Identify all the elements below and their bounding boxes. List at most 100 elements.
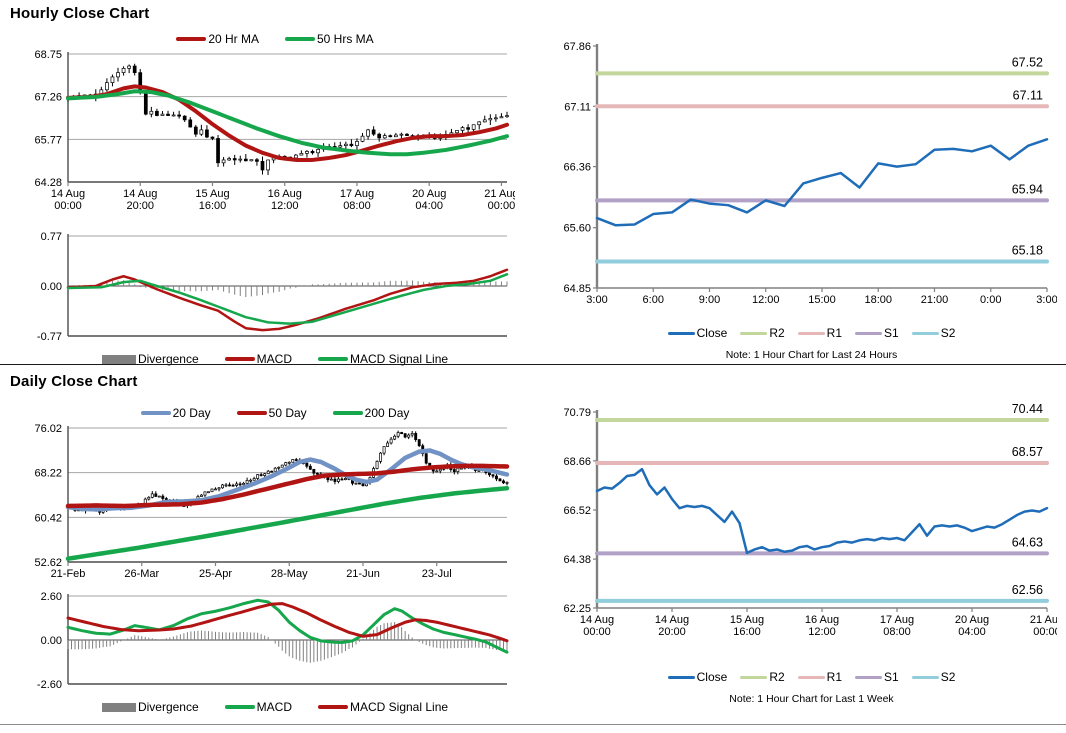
svg-text:12:00: 12:00 bbox=[271, 200, 299, 212]
svg-text:21 Aug: 21 Aug bbox=[484, 188, 515, 200]
line-swatch bbox=[911, 331, 939, 335]
svg-text:66.52: 66.52 bbox=[563, 505, 591, 517]
daily-macd-chart: 2.60 0.00 -2.60 Divergence MACD MACD Signal … bbox=[10, 590, 515, 716]
legend-item-macd-signal-line: MACD Signal Line bbox=[318, 352, 448, 366]
legend-item-50-day: 50 Day bbox=[236, 406, 307, 420]
svg-text:21-Jun: 21-Jun bbox=[346, 568, 380, 580]
svg-text:08:00: 08:00 bbox=[343, 200, 371, 212]
hourly-pivot-note: Note: 1 Hour Chart for Last 24 Hours bbox=[725, 349, 898, 361]
svg-text:15 Aug: 15 Aug bbox=[730, 614, 764, 626]
svg-text:04:00: 04:00 bbox=[958, 626, 986, 638]
svg-text:65.77: 65.77 bbox=[34, 134, 62, 146]
legend-label: R2 bbox=[769, 326, 785, 340]
svg-text:15 Aug: 15 Aug bbox=[195, 188, 229, 200]
legend-label: 50 Hrs MA bbox=[317, 32, 374, 46]
svg-text:14 Aug: 14 Aug bbox=[655, 614, 689, 626]
svg-text:66.36: 66.36 bbox=[563, 162, 591, 174]
svg-text:23-Jul: 23-Jul bbox=[422, 568, 452, 580]
svg-text:65.18: 65.18 bbox=[1012, 243, 1043, 257]
svg-text:0.00: 0.00 bbox=[41, 281, 62, 293]
legend-label: S1 bbox=[884, 326, 899, 340]
legend-label: S2 bbox=[940, 670, 956, 684]
legend-label: 50 Day bbox=[268, 406, 307, 420]
svg-text:2.60: 2.60 bbox=[41, 591, 62, 603]
svg-text:12:00: 12:00 bbox=[808, 626, 836, 638]
hourly-macd-chart: 0.77 0.00 -0.77 Divergence MACD MACD Signal … bbox=[10, 230, 515, 368]
svg-text:0.77: 0.77 bbox=[41, 231, 62, 243]
legend-label: Divergence bbox=[137, 352, 199, 366]
section-divider bbox=[0, 364, 1066, 365]
svg-text:16 Aug: 16 Aug bbox=[268, 188, 302, 200]
svg-text:20 Aug: 20 Aug bbox=[955, 614, 989, 626]
svg-text:15:00: 15:00 bbox=[808, 294, 836, 306]
svg-text:17 Aug: 17 Aug bbox=[880, 614, 914, 626]
svg-text:76.02: 76.02 bbox=[34, 423, 62, 435]
legend-item-r1: R1 bbox=[797, 326, 842, 340]
svg-text:64.85: 64.85 bbox=[563, 283, 591, 295]
svg-text:62.56: 62.56 bbox=[1012, 583, 1043, 597]
close-line bbox=[595, 138, 1049, 227]
line-swatch bbox=[740, 675, 768, 679]
legend-item-close: Close bbox=[667, 326, 727, 340]
svg-text:3:00: 3:00 bbox=[586, 294, 607, 306]
svg-text:60.42: 60.42 bbox=[34, 512, 62, 524]
svg-text:00:00: 00:00 bbox=[583, 626, 611, 638]
legend-label: R1 bbox=[826, 670, 842, 684]
daily-pivot-chart: 70.79 68.66 66.52 64.38 62.25 14 Aug 00:00 14 A… bbox=[545, 402, 1057, 705]
line-swatch bbox=[318, 357, 348, 361]
bar-swatch bbox=[101, 354, 136, 364]
svg-text:0:00: 0:00 bbox=[980, 294, 1001, 306]
daily-pivot-legend: Close R2 R1 S1 S2 bbox=[545, 668, 1057, 686]
daily-pivot-note: Note: 1 Hour Chart for Last 1 Week bbox=[729, 693, 894, 705]
svg-text:21:00: 21:00 bbox=[921, 294, 949, 306]
line-swatch bbox=[855, 675, 882, 679]
legend-label: MACD Signal Line bbox=[350, 700, 449, 714]
legend-label: S2 bbox=[940, 326, 956, 340]
svg-text:00:00: 00:00 bbox=[54, 200, 82, 212]
svg-text:-2.60: -2.60 bbox=[37, 679, 62, 690]
ma-line-20-day bbox=[65, 448, 510, 512]
svg-text:18:00: 18:00 bbox=[864, 294, 892, 306]
line-swatch bbox=[140, 411, 171, 415]
line-swatch bbox=[797, 331, 825, 335]
legend-label: 200 Day bbox=[364, 406, 410, 420]
svg-text:67.11: 67.11 bbox=[564, 101, 591, 113]
svg-text:14 Aug: 14 Aug bbox=[123, 188, 157, 200]
hourly-price-legend: 20 Hr MA 50 Hrs MA bbox=[10, 30, 515, 48]
daily-price-legend: 20 Day 50 Day 200 Day bbox=[10, 404, 515, 422]
line-swatch bbox=[236, 411, 267, 415]
svg-text:16:00: 16:00 bbox=[733, 626, 761, 638]
svg-text:14 Aug: 14 Aug bbox=[51, 188, 85, 200]
daily-price-chart: 20 Day 50 Day 200 Day 76.02 68.22 60.42 52.62… bbox=[10, 404, 515, 588]
daily-macd-plot: 2.60 0.00 -2.60 bbox=[37, 591, 509, 690]
svg-text:70.79: 70.79 bbox=[563, 407, 591, 419]
legend-label: MACD Signal Line bbox=[350, 352, 449, 366]
legend-label: R2 bbox=[769, 670, 785, 684]
legend-label: R1 bbox=[826, 326, 842, 340]
ma-line-20-hr-ma bbox=[66, 84, 509, 162]
svg-text:6:00: 6:00 bbox=[643, 294, 664, 306]
svg-text:16 Aug: 16 Aug bbox=[805, 614, 839, 626]
page-bottom-rule bbox=[0, 724, 1066, 725]
legend-label: 20 Day bbox=[172, 406, 211, 420]
line-swatch bbox=[667, 331, 695, 335]
svg-text:65.60: 65.60 bbox=[563, 223, 591, 235]
svg-text:14 Aug: 14 Aug bbox=[580, 614, 614, 626]
svg-text:65.94: 65.94 bbox=[1012, 182, 1043, 196]
line-swatch bbox=[224, 357, 255, 361]
svg-text:52.62: 52.62 bbox=[34, 557, 62, 569]
svg-text:20 Aug: 20 Aug bbox=[412, 188, 446, 200]
line-swatch bbox=[224, 705, 255, 709]
svg-text:67.52: 67.52 bbox=[1012, 55, 1043, 69]
legend-label: S1 bbox=[884, 670, 899, 684]
legend-label: 20 Hr MA bbox=[208, 32, 259, 46]
svg-text:64.28: 64.28 bbox=[34, 177, 62, 189]
line-swatch bbox=[318, 705, 348, 709]
svg-text:21-Feb: 21-Feb bbox=[51, 568, 86, 580]
macd-signal-line bbox=[66, 602, 509, 643]
legend-item-macd-signal-line: MACD Signal Line bbox=[318, 700, 448, 714]
svg-text:68.66: 68.66 bbox=[563, 456, 591, 468]
